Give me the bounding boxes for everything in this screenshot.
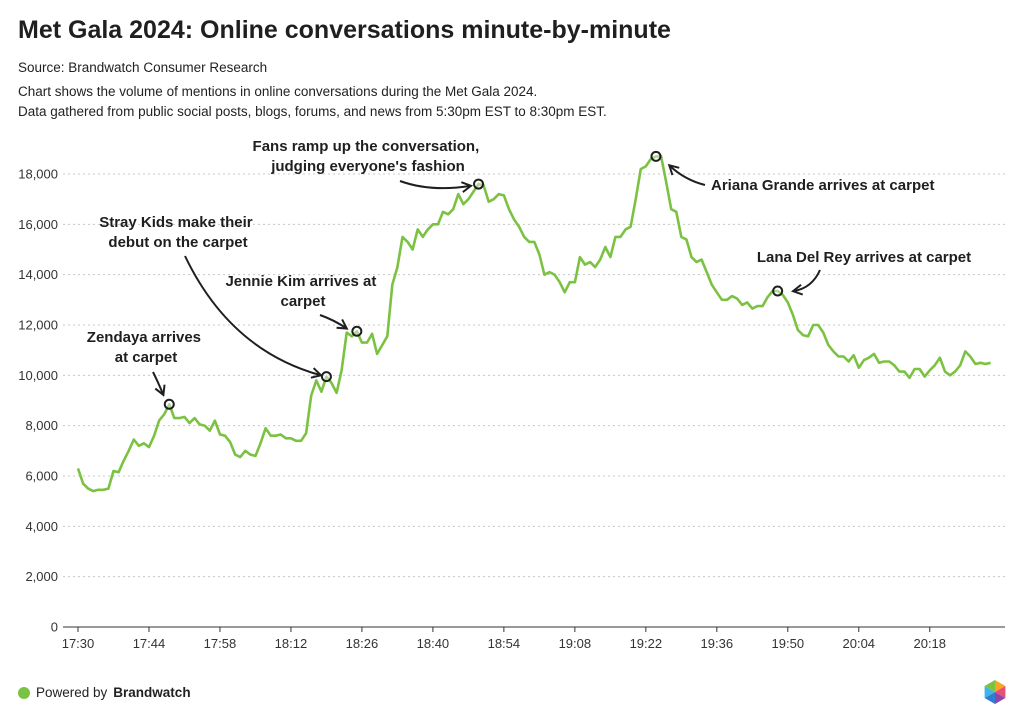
annotation-marker [351, 325, 363, 337]
y-tick-label: 10,000 [18, 368, 58, 383]
y-tick-label: 14,000 [18, 267, 58, 282]
y-tick-label: 6,000 [25, 469, 58, 484]
y-tick-label: 4,000 [25, 519, 58, 534]
x-tick-label: 20:18 [913, 636, 946, 651]
annotation-label: Lana Del Rey arrives at carpet [757, 249, 971, 266]
annotation-label: Stray Kids make their debut on the carpe… [99, 214, 257, 251]
annotation-label: Ariana Grande arrives at carpet [711, 177, 934, 194]
brand-name[interactable]: Brandwatch [113, 685, 191, 700]
y-tick-label: 8,000 [25, 418, 58, 433]
annotation-label: Fans ramp up the conversation, judging e… [253, 138, 484, 175]
x-tick-label: 18:12 [275, 636, 308, 651]
x-tick-label: 18:26 [346, 636, 379, 651]
annotation-arrow [152, 371, 163, 394]
annotation-marker [473, 178, 485, 190]
x-tick-label: 20:04 [843, 636, 876, 651]
description-line: Data gathered from public social posts, … [18, 104, 607, 119]
annotation-arrows [152, 166, 821, 394]
annotation-marker [650, 150, 662, 162]
y-tick-label: 16,000 [18, 217, 58, 232]
annotation-arrow [319, 314, 346, 328]
y-tick-label: 18,000 [18, 167, 58, 182]
annotation-arrow [670, 166, 706, 186]
annotation-arrow [399, 180, 470, 188]
footer: Powered by Brandwatch [18, 685, 191, 700]
chart-source: Source: Brandwatch Consumer Research [18, 60, 268, 75]
annotation-marker [163, 398, 175, 410]
brandwatch-hexagon-logo [984, 680, 1006, 704]
y-tick-label: 0 [51, 620, 58, 635]
x-tick-label: 17:58 [204, 636, 237, 651]
x-tick-label: 18:40 [417, 636, 450, 651]
x-tick-label: 17:44 [133, 636, 166, 651]
annotation-marker [772, 285, 784, 297]
x-tick-label: 19:22 [630, 636, 663, 651]
chart-title: Met Gala 2024: Online conversations minu… [18, 16, 671, 44]
annotation-label: Zendaya arrives at carpet [87, 329, 205, 366]
y-tick-label: 12,000 [18, 318, 58, 333]
powered-by-text: Powered by [36, 685, 108, 700]
x-tick-label: 19:36 [701, 636, 734, 651]
annotation-arrow [184, 255, 320, 375]
description-line: Chart shows the volume of mentions in on… [18, 84, 538, 99]
brand-dot-icon [18, 686, 30, 699]
x-tick-label: 19:08 [559, 636, 592, 651]
x-tick-label: 19:50 [772, 636, 805, 651]
x-tick-label: 17:30 [62, 636, 95, 651]
y-tick-label: 2,000 [25, 569, 58, 584]
chart-description: Chart shows the volume of mentions in on… [18, 82, 607, 122]
series-line [76, 155, 991, 493]
annotation-label: Jennie Kim arrives at carpet [225, 273, 380, 310]
annotation-arrow [794, 269, 821, 291]
x-tick-label: 18:54 [488, 636, 521, 651]
annotation-marker [320, 371, 332, 383]
